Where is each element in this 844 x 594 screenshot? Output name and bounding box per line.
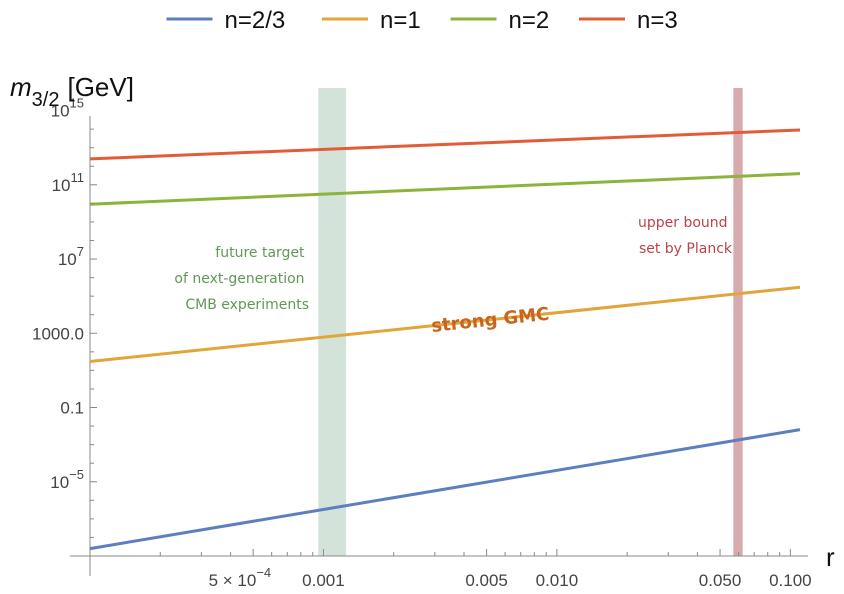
x-tick-label-0-base: 5 × 10: [209, 571, 257, 590]
annotation-future-target: future target of next-generation CMB exp…: [174, 245, 309, 313]
y-tick-label-4-base: 10: [52, 176, 71, 195]
y-tick-label-0: 10−5: [50, 467, 84, 492]
band-0: [318, 88, 347, 556]
y-axis-title: m3/2 [GeV]: [10, 72, 134, 111]
annotation-strong-gmc: strong GMC: [430, 304, 550, 337]
x-tick-label-0-exp: −4: [256, 565, 271, 580]
series-layer: [89, 128, 801, 551]
y-tick-label-4: 1011: [52, 170, 84, 195]
y-tick-label-0-base: 10: [50, 473, 69, 492]
legend: n=2/3 n=1 n=2 n=3: [166, 7, 678, 34]
legend-label-2: n=2: [509, 7, 550, 34]
y-tick-label-3-exp: 7: [77, 244, 84, 259]
y-tick-label-1: 0.1: [60, 399, 84, 418]
axes-layer: [70, 116, 808, 576]
y-tick-label-5: 1015: [51, 96, 84, 121]
y-tick-label-2: 1000.0: [32, 324, 84, 343]
series-line-2: [89, 172, 801, 206]
ticks-layer: 5 × 10−4 0.001 0.005 0.010 0.050 0.10010−50.1…: [32, 96, 812, 590]
legend-label-0: n=2/3: [225, 7, 286, 34]
x-tick-label-5: 0.100: [769, 571, 812, 590]
series-line-3: [89, 128, 801, 161]
annotation-upper-bound-line-1: upper bound: [638, 215, 728, 231]
series-line-1: [89, 285, 801, 363]
y-axis-title-unit: [GeV]: [67, 72, 133, 102]
y-tick-label-5-exp: 15: [70, 96, 84, 111]
y-tick-label-3: 107: [58, 244, 84, 269]
y-tick-label-5-base: 10: [51, 102, 70, 121]
annotation-future-target-line-2: of next-generation: [174, 271, 304, 287]
annotation-upper-bound: upper bound set by Planck: [638, 215, 733, 257]
legend-label-1: n=1: [380, 7, 421, 34]
y-tick-label-3-base: 10: [58, 250, 77, 269]
x-tick-label-4: 0.050: [699, 571, 742, 590]
y-tick-label-4-exp: 11: [71, 170, 85, 185]
x-tick-label-1: 0.001: [302, 571, 345, 590]
x-tick-label-2: 0.005: [465, 571, 508, 590]
legend-label-3: n=3: [637, 7, 678, 34]
series-line-0: [89, 428, 801, 551]
y-axis-title-sub: 3/2: [32, 89, 60, 111]
x-tick-label-0: 5 × 10−4: [209, 565, 272, 590]
y-tick-label-0-exp: −5: [69, 467, 84, 482]
annotation-future-target-line-3: CMB experiments: [185, 297, 309, 313]
annotation-upper-bound-line-2: set by Planck: [639, 241, 733, 257]
band-1: [733, 88, 743, 556]
y-axis-title-base: m: [10, 72, 32, 102]
bands-layer: [318, 88, 743, 556]
x-axis-title: r: [826, 542, 835, 572]
annotation-future-target-line-1: future target: [215, 245, 305, 261]
x-tick-label-3: 0.010: [536, 571, 579, 590]
